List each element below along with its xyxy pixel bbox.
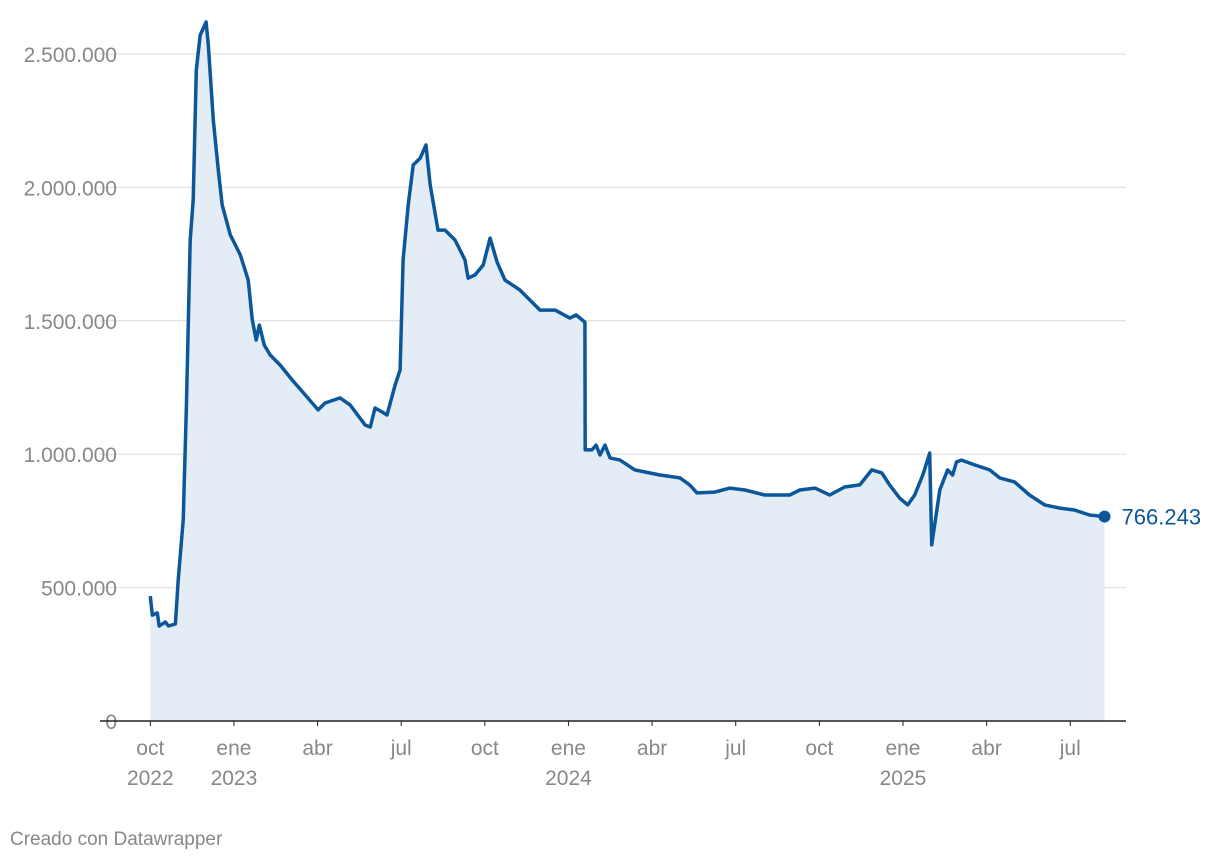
- x-tick-year: 2023: [211, 767, 258, 790]
- y-tick-label: 2.000.000: [24, 177, 117, 200]
- end-dot: [1098, 510, 1111, 523]
- x-tick-label: ene: [551, 737, 586, 760]
- x-tick-label: ene: [885, 737, 920, 760]
- x-tick-label: oct: [805, 737, 833, 760]
- x-tick-label: jul: [390, 737, 412, 760]
- x-tick-year: 2022: [127, 767, 174, 790]
- x-tick-label: abr: [302, 737, 332, 760]
- y-tick-label: 2.500.000: [24, 44, 117, 67]
- x-tick-label: jul: [1059, 737, 1081, 760]
- line: [148, 20, 1105, 628]
- x-tick-label: abr: [637, 737, 667, 760]
- area: [150, 22, 1105, 721]
- x-tick-year: 2025: [880, 767, 927, 790]
- x-tick-label: oct: [136, 737, 164, 760]
- y-tick-label: 500.000: [41, 578, 117, 601]
- x-tick-year: 2024: [545, 767, 592, 790]
- x-tick-label: jul: [724, 737, 746, 760]
- end-label: 766.243: [1122, 505, 1202, 530]
- footer: Creado con Datawrapper: [10, 829, 223, 850]
- y-tick-label: 1.500.000: [24, 311, 117, 334]
- x-tick-label: abr: [971, 737, 1001, 760]
- y-tick-label: 0: [105, 711, 117, 734]
- x-tick-label: ene: [216, 737, 251, 760]
- x-tick-label: oct: [471, 737, 499, 760]
- y-tick-label: 1.000.000: [24, 444, 117, 467]
